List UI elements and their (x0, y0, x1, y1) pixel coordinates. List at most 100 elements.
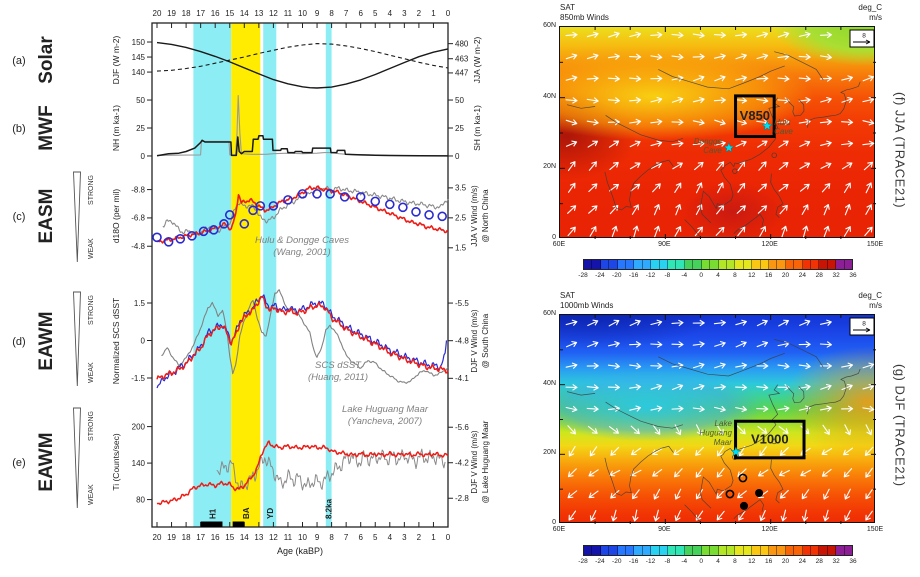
wind-arrow-glyph (565, 341, 578, 348)
age-tick-label-bottom: 1 (431, 533, 436, 542)
colorbar-cell (836, 546, 845, 555)
wind-arrow-glyph (588, 161, 597, 171)
wind-arrow-glyph (757, 140, 768, 148)
colorbar-g-labels: -28 -24 -20 -16 -12 -8 -4 0 4 8 12 16 20 24 28 32 36 (578, 558, 856, 567)
coastline-path (770, 173, 784, 219)
wind-arrow-glyph (630, 469, 642, 477)
colorbar-tick-label: 8 (733, 272, 737, 279)
wind-arrow-glyph (586, 31, 599, 38)
wind-arrow-icon (654, 225, 661, 238)
ytick-left-label: -6.8 (131, 214, 145, 223)
colorbar-cell (768, 260, 778, 269)
wind-arrow-icon (716, 489, 726, 499)
wind-arrow-glyph (736, 205, 746, 214)
wind-arrow-icon (756, 75, 769, 82)
colorbar-tick-label: 16 (765, 558, 773, 565)
coastline-path (684, 219, 701, 238)
taiwan-island-outline (771, 152, 777, 158)
wind-arrow-glyph (756, 362, 769, 370)
wind-arrow-glyph (841, 383, 853, 391)
colorbar-tick-label: -12 (645, 272, 656, 279)
series-jja-insolation (156, 43, 449, 72)
wind-arrow-glyph (607, 405, 620, 412)
age-tick-label-top: 5 (373, 9, 378, 18)
age-tick-label-top: 18 (182, 9, 191, 18)
wind-arrow-icon (650, 405, 663, 412)
wind-arrow-icon (610, 489, 620, 499)
map-f-side-label: (f) JJA (TRACE21) (892, 91, 908, 209)
wind-arrow-icon (695, 182, 703, 194)
colorbar-cell (684, 546, 694, 555)
colorbar-cell (760, 546, 769, 555)
wind-arrow-icon (864, 446, 874, 456)
wind-arrow-icon (716, 204, 725, 215)
wind-arrow-icon (778, 319, 789, 327)
colorbar-cell (827, 546, 837, 555)
data-point-circle (297, 189, 308, 199)
wind-arrow-glyph (862, 140, 875, 147)
wind-arrow-icon (567, 226, 576, 237)
wind-arrow-glyph (692, 119, 705, 126)
wind-arrow-icon (798, 31, 811, 38)
wind-arrow-glyph (798, 362, 811, 370)
wind-reference-value: 8 (862, 33, 866, 40)
site-label: Huguang (699, 428, 732, 437)
wind-arrow-glyph (756, 53, 769, 60)
wind-arrow-glyph (757, 426, 768, 434)
wind-arrow-glyph (735, 119, 747, 126)
wind-arrow-glyph (821, 448, 833, 455)
wind-arrow-icon (759, 446, 767, 457)
wind-arrow-glyph (568, 510, 577, 521)
wind-arrow-icon (715, 226, 725, 236)
wind-arrow-icon (735, 97, 748, 104)
wind-arrow-icon (756, 341, 769, 348)
site-star-icon (761, 120, 773, 131)
wind-arrow-icon (714, 140, 726, 147)
wind-arrow-glyph (671, 319, 684, 327)
wind-arrow-icon (757, 140, 768, 148)
colorbar-cell (794, 546, 803, 555)
wind-arrow-glyph (632, 225, 639, 238)
colorbar-tick-label: 32 (832, 272, 840, 279)
wind-arrow-glyph (653, 488, 661, 500)
source-annotation: (Wang, 2001) (273, 247, 330, 258)
left-axis-title: NH (m ka-1) (111, 105, 121, 151)
wind-arrow-glyph (631, 204, 639, 215)
wind-arrow-glyph (586, 75, 599, 82)
wind-arrow-icon (713, 319, 726, 327)
wind-arrow-icon (820, 383, 832, 390)
wind-arrow-icon (567, 182, 576, 193)
wind-arrow-icon (629, 97, 642, 104)
wind-arrow-glyph (756, 405, 769, 412)
panel-row-label: Solar (36, 36, 57, 84)
wind-arrow-icon (692, 32, 705, 39)
wind-arrow-icon (865, 424, 873, 436)
wind-arrow-glyph (629, 75, 642, 82)
panel-row-label: MWF (36, 105, 57, 150)
wind-arrow-glyph (716, 489, 726, 499)
wind-arrow-glyph (777, 362, 790, 370)
wind-arrow-icon (841, 405, 854, 412)
wind-arrow-glyph (652, 183, 661, 193)
wind-arrow-icon (798, 118, 811, 126)
event-band-H1 (193, 23, 232, 527)
wind-arrow-icon (588, 205, 598, 214)
wind-arrow-icon (629, 140, 641, 148)
age-tick-label-top: 0 (446, 9, 451, 18)
wind-arrow-icon (819, 405, 832, 412)
colorbar-cell (626, 546, 635, 555)
wind-arrow-glyph (671, 405, 684, 412)
wind-arrow-icon (568, 510, 577, 521)
wind-arrow-glyph (692, 32, 705, 39)
wind-arrow-glyph (841, 362, 854, 369)
wind-arrow-glyph (713, 384, 726, 391)
lon-tick-label: 60E (552, 241, 566, 248)
wind-arrow-glyph (865, 204, 873, 215)
wind-arrow-icon (864, 226, 873, 237)
wind-arrow-icon (692, 341, 705, 348)
wind-arrow-icon (821, 468, 832, 477)
wind-arrow-glyph (692, 96, 705, 104)
wind-arrow-icon (757, 426, 768, 434)
data-point-circle (384, 199, 395, 210)
lat-tick-label: 60N (543, 310, 556, 317)
